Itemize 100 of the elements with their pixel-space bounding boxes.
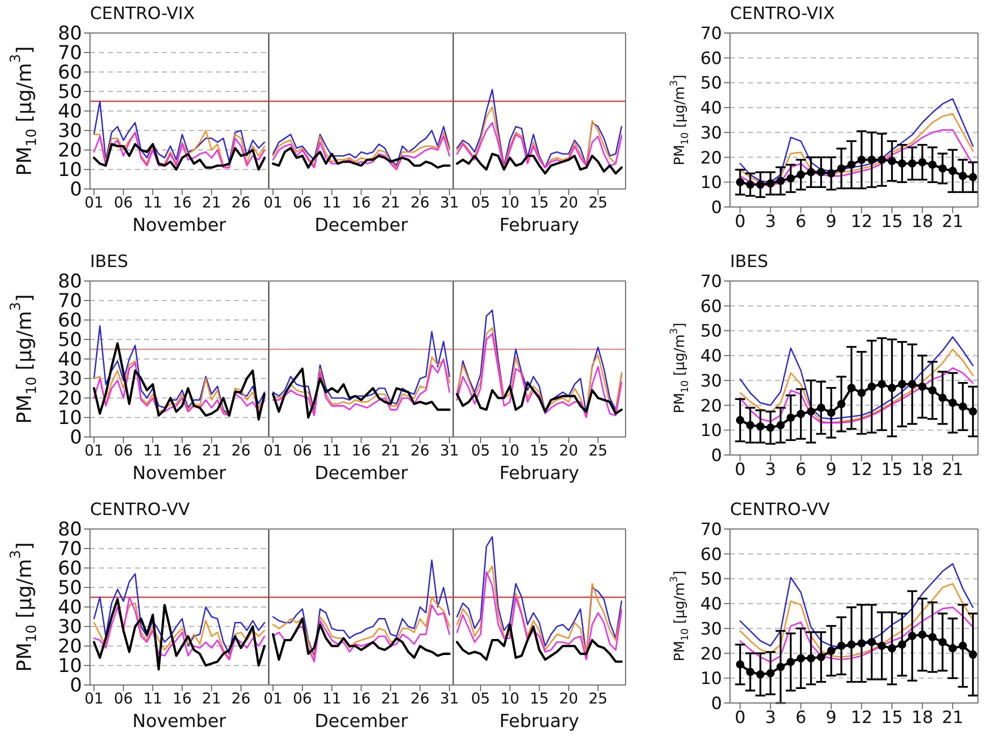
y-tick-label: 20: [58, 140, 82, 162]
point: [908, 380, 916, 388]
point: [928, 386, 937, 395]
x-tick-label: 11: [322, 690, 341, 708]
x-axis-title: November: [132, 463, 227, 484]
y-tick-label: 20: [58, 388, 82, 410]
y-tick-label: 20: [700, 644, 722, 664]
y-tick-label: 20: [700, 148, 722, 168]
x-tick-label: 21: [380, 690, 400, 708]
y-tick-label: 40: [700, 98, 722, 119]
chart-title: IBES: [90, 252, 128, 272]
chart-title: CENTRO-VIX: [730, 4, 835, 24]
line-series: [739, 606, 974, 663]
point: [888, 156, 896, 166]
y-tick-label: 30: [58, 616, 82, 638]
point: [918, 382, 926, 391]
y-tick-label: 30: [58, 120, 82, 142]
y-tick-label: 60: [700, 296, 722, 317]
x-tick-label: 9: [826, 460, 837, 480]
y-tick-label: 70: [58, 538, 82, 560]
x-tick-label: 3: [765, 460, 776, 480]
y-tick-label: 10: [58, 159, 82, 182]
y-tick-label: 40: [58, 596, 82, 619]
point: [868, 638, 876, 646]
y-tick-label: 60: [700, 48, 722, 69]
point: [968, 650, 978, 659]
chart-title: CENTRO-VV: [90, 500, 190, 520]
x-tick-label: 05: [470, 690, 490, 708]
point: [786, 414, 795, 422]
point: [868, 156, 876, 164]
point: [928, 632, 937, 642]
line-series: [739, 367, 974, 424]
point: [766, 424, 775, 432]
x-tick-label: 11: [143, 194, 162, 212]
line-series: [92, 342, 266, 421]
point: [968, 407, 978, 416]
x-tick-label: 3: [765, 212, 776, 232]
y-tick-label: 20: [58, 636, 82, 658]
y-tick-label: 50: [700, 322, 722, 342]
y-tick-label: 60: [58, 558, 82, 580]
point: [806, 407, 816, 416]
point: [878, 156, 886, 164]
chart-title: CENTRO-VV: [730, 500, 830, 520]
point: [938, 638, 947, 646]
point: [746, 421, 754, 430]
point: [786, 174, 795, 183]
x-tick-label: 12: [850, 708, 872, 728]
point: [908, 632, 916, 640]
x-tick-label: 31: [439, 690, 458, 708]
y-tick-label: 80: [58, 270, 82, 293]
point: [837, 400, 846, 408]
point: [806, 168, 816, 176]
point: [756, 670, 765, 679]
point: [766, 669, 775, 678]
x-tick-label: 06: [114, 194, 133, 212]
x-tick-label: 18: [912, 212, 934, 232]
point: [837, 164, 846, 173]
y-tick-label: 50: [58, 81, 82, 104]
x-tick-label: 21: [202, 690, 222, 708]
x-tick-label: 01: [262, 690, 282, 708]
x-tick-label: 06: [114, 690, 133, 708]
x-tick-label: 3: [765, 708, 776, 728]
x-tick-label: 21: [942, 708, 964, 728]
x-tick-label: 20: [559, 690, 578, 708]
y-tick-label: 70: [700, 520, 722, 540]
x-tick-label: 12: [850, 460, 872, 480]
point: [746, 180, 754, 189]
x-tick-label: 20: [559, 442, 578, 460]
x-axis-title: November: [132, 711, 227, 732]
x-tick-label: 21: [380, 194, 400, 212]
x-tick-label: 01: [84, 442, 104, 460]
line-series: [739, 336, 974, 420]
point: [736, 416, 744, 424]
y-tick-label: 10: [700, 669, 722, 690]
x-tick-label: 9: [826, 708, 837, 728]
point: [776, 421, 785, 430]
point: [776, 662, 785, 672]
x-tick-label: 26: [231, 690, 251, 708]
y-tick-label: 40: [58, 348, 82, 371]
x-tick-label: 31: [439, 194, 458, 212]
x-tick-label: 01: [262, 194, 282, 212]
x-tick-label: 15: [881, 212, 903, 232]
x-tick-label: 01: [84, 194, 104, 212]
point: [827, 408, 836, 417]
x-tick-label: 11: [143, 442, 162, 460]
line-series: [92, 598, 266, 671]
point: [796, 170, 806, 179]
x-axis-title: February: [499, 463, 580, 484]
y-tick-label: 80: [58, 518, 82, 541]
x-tick-label: 06: [292, 194, 312, 212]
point: [918, 630, 926, 639]
y-tick-label: 50: [58, 577, 82, 600]
x-tick-label: 15: [530, 194, 549, 212]
point: [958, 402, 967, 411]
x-tick-label: 06: [292, 690, 312, 708]
chart-title: CENTRO-VIX: [90, 4, 195, 24]
x-tick-label: 25: [588, 690, 608, 708]
x-tick-label: 26: [410, 442, 430, 460]
x-tick-label: 15: [881, 460, 903, 480]
x-tick-label: 21: [380, 442, 400, 460]
